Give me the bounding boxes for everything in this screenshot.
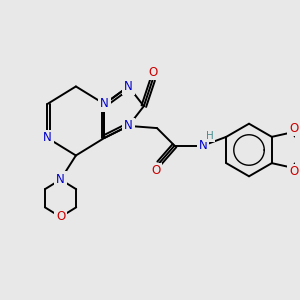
Text: N: N	[43, 131, 52, 144]
Text: N: N	[199, 139, 207, 152]
Text: O: O	[289, 122, 298, 135]
Text: O: O	[148, 66, 157, 79]
Text: O: O	[151, 164, 160, 177]
Text: O: O	[56, 210, 65, 224]
Text: N: N	[124, 80, 133, 93]
Text: N: N	[100, 98, 109, 110]
Text: N: N	[124, 119, 133, 132]
Text: O: O	[289, 165, 298, 178]
Text: N: N	[56, 173, 65, 186]
Text: H: H	[206, 131, 213, 141]
